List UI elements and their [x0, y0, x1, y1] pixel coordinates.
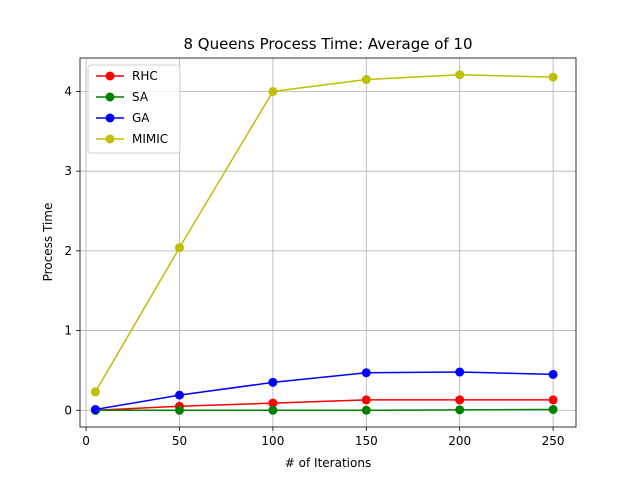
x-tick-label: 200 — [448, 434, 471, 448]
y-tick-label: 4 — [64, 84, 72, 98]
x-tick-label: 0 — [82, 434, 90, 448]
data-point-sa — [268, 405, 278, 415]
legend-label-ga: GA — [132, 111, 150, 125]
data-point-ga — [548, 369, 558, 379]
legend-marker-rhc — [105, 71, 115, 81]
legend-label-sa: SA — [132, 90, 149, 104]
data-point-ga — [361, 368, 371, 378]
data-point-ga — [455, 367, 465, 377]
y-tick-label: 3 — [64, 164, 72, 178]
x-tick-label: 50 — [172, 434, 187, 448]
series-line-sa — [95, 408, 554, 412]
x-tick-label: 150 — [355, 434, 378, 448]
data-point-mimic — [455, 70, 465, 80]
legend-marker-sa — [105, 92, 115, 102]
legend-marker-mimic — [105, 134, 115, 144]
data-point-sa — [455, 405, 465, 415]
legend: RHC SA GA MIMIC — [87, 64, 181, 154]
data-point-rhc — [361, 395, 371, 405]
data-point-ga — [268, 377, 278, 387]
series-line-ga — [95, 371, 554, 411]
y-axis-label: Process Time — [41, 203, 55, 282]
data-point-mimic — [90, 387, 100, 397]
y-tick-label: 0 — [64, 403, 72, 417]
x-tick-label: 100 — [261, 434, 284, 448]
data-point-mimic — [548, 72, 558, 82]
series-line-mimic — [94, 73, 554, 393]
y-tick-label: 1 — [64, 324, 72, 338]
axes: 0 50 100 150 200 250 0 1 2 3 4 — [64, 57, 577, 448]
data-point-rhc — [455, 395, 465, 405]
series-line-rhc — [95, 399, 554, 412]
data-point-rhc — [268, 398, 278, 408]
data-point-mimic — [174, 243, 184, 253]
series-lines — [90, 70, 558, 415]
data-point-mimic — [361, 75, 371, 85]
legend-label-rhc: RHC — [132, 69, 158, 83]
legend-box — [87, 64, 181, 154]
x-tick-label: 250 — [542, 434, 565, 448]
legend-marker-ga — [105, 113, 115, 123]
chart-title: 8 Queens Process Time: Average of 10 — [183, 35, 472, 53]
x-axis-label: # of Iterations — [285, 456, 371, 470]
data-point-sa — [361, 405, 371, 415]
plot-frame — [79, 57, 577, 428]
data-point-ga — [90, 404, 100, 414]
data-point-sa — [174, 405, 184, 415]
legend-label-mimic: MIMIC — [132, 132, 168, 146]
data-point-rhc — [548, 395, 558, 405]
data-point-mimic — [268, 86, 278, 96]
y-tick-label: 2 — [64, 244, 72, 258]
data-point-sa — [548, 404, 558, 414]
data-point-ga — [174, 390, 184, 400]
